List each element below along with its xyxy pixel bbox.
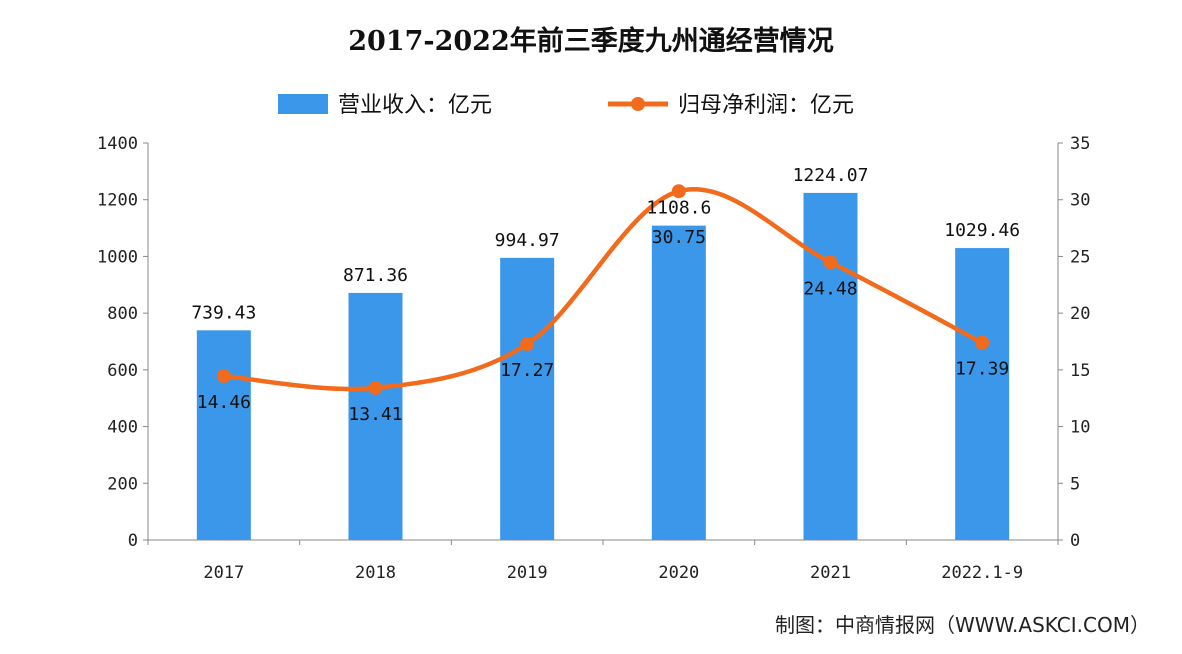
line-point [216, 368, 231, 383]
y-left-tick-label: 0 [128, 531, 138, 551]
legend-bar-swatch [278, 94, 328, 114]
y-right-tick-label: 15 [1070, 361, 1090, 381]
line-series [216, 184, 990, 395]
y-right-tick-label: 5 [1070, 474, 1080, 494]
line-value-label: 17.27 [500, 360, 554, 381]
y-left-tick-label: 800 [107, 304, 138, 324]
bar-value-label: 871.36 [343, 265, 408, 286]
chart-title: 2017-2022年前三季度九州通经营情况 [348, 25, 834, 57]
line-value-label: 24.48 [803, 278, 857, 299]
line-point [368, 380, 383, 395]
axes: 0 200 400 600 800 1000 1200 1400 0 5 10 15 20 25 30 35 2… [97, 134, 1090, 583]
line-value-label: 13.41 [348, 404, 402, 425]
legend-bar-label: 营业收入：亿元 [338, 93, 492, 118]
y-left-tick-label: 1000 [97, 247, 138, 267]
source-note: 制图：中商情报网（WWW.ASKCI.COM） [775, 613, 1150, 637]
bars [196, 192, 1010, 540]
legend-line-label: 归母净利润：亿元 [678, 93, 854, 118]
bar [500, 257, 555, 540]
y-right-tick-label: 0 [1070, 531, 1080, 551]
bar-value-label: 994.97 [495, 230, 560, 251]
y-left-tick-label: 1400 [97, 134, 138, 154]
line-value-label: 30.75 [652, 227, 706, 248]
legend-line-marker [631, 97, 645, 111]
bar [651, 225, 706, 540]
line-point [520, 337, 535, 352]
x-tick-label: 2019 [507, 563, 548, 583]
y-left-tick-label: 1200 [97, 191, 138, 211]
x-tick-label: 2017 [203, 563, 244, 583]
bar [955, 248, 1010, 540]
bar-value-label: 1108.6 [646, 198, 711, 219]
bar [803, 192, 858, 540]
bar-value-label: 739.43 [191, 302, 256, 323]
y-left-tick-label: 200 [107, 474, 138, 494]
line-value-label: 17.39 [955, 359, 1009, 380]
y-left-tick-label: 600 [107, 361, 138, 381]
line-point [975, 335, 990, 350]
y-right-tick-label: 35 [1070, 134, 1090, 154]
y-left-tick-label: 400 [107, 418, 138, 438]
y-right-tick-label: 25 [1070, 247, 1090, 267]
x-tick-label: 2018 [355, 563, 396, 583]
x-tick-label: 2021 [810, 563, 851, 583]
line-value-label: 14.46 [197, 392, 251, 413]
line-point [823, 255, 838, 270]
line-path [223, 187, 984, 392]
legend: 营业收入：亿元 归母净利润：亿元 [278, 93, 854, 118]
line-point [671, 184, 686, 199]
y-right-tick-label: 10 [1070, 418, 1090, 438]
y-right-tick-label: 20 [1070, 304, 1090, 324]
bar-value-label: 1224.07 [793, 165, 869, 186]
data-labels: 739.43 871.36 994.97 1108.6 1224.07 1029.46 14… [191, 165, 1020, 425]
bar [196, 330, 251, 540]
x-tick-label: 2020 [658, 563, 699, 583]
y-right-tick-label: 30 [1070, 191, 1090, 211]
bar-value-label: 1029.46 [944, 220, 1020, 241]
bar [348, 292, 403, 540]
x-tick-label: 2022.1-9 [941, 563, 1023, 583]
